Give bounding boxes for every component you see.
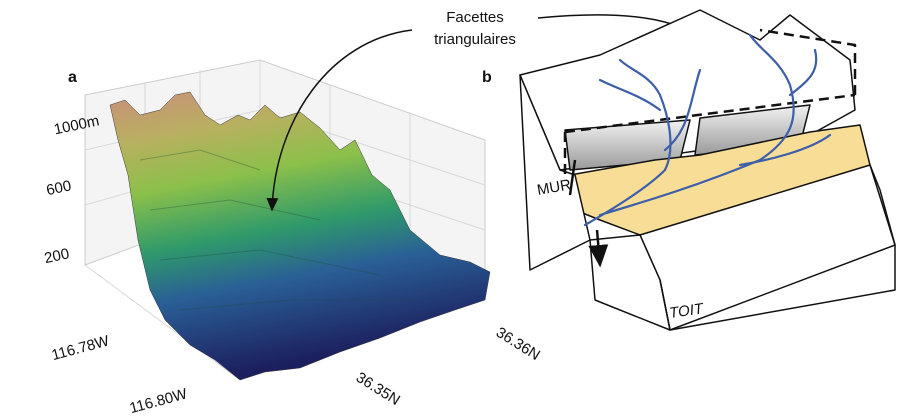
lat-tick-label: 36.36N [493, 324, 543, 364]
lon-tick-label: 116.80W [128, 385, 190, 416]
callout-text: Facettes [446, 9, 504, 26]
callout-text: triangulaires [434, 31, 516, 48]
lat-tick-label: 36.35N [353, 369, 403, 409]
figure: a 1000m 600 200 116.78W 116.80W 36.35N 3… [0, 0, 909, 416]
panel-label: b [482, 69, 492, 86]
panel-label: a [68, 69, 77, 86]
lon-tick-label: 116.78W [50, 332, 112, 364]
z-tick-label: 200 [43, 245, 71, 267]
block-diagram [520, 10, 895, 330]
z-tick-label: 600 [45, 177, 73, 199]
